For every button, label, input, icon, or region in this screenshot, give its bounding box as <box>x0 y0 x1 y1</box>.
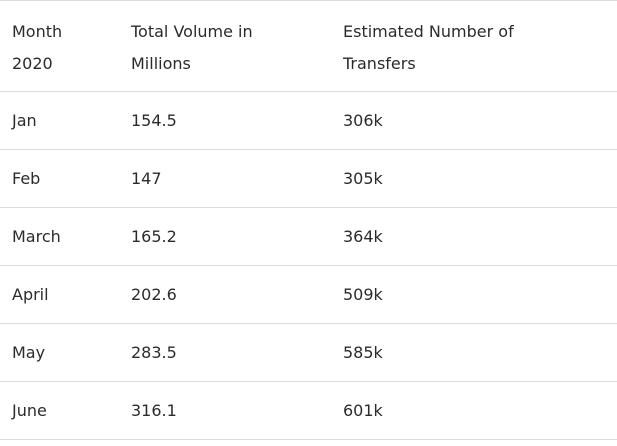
table-cell: 165.2 <box>131 227 177 246</box>
table-row: April 202.6 509k <box>0 266 617 324</box>
header-cell: Estimated Number of Transfers <box>343 22 514 73</box>
table-row: March 165.2 364k <box>0 208 617 266</box>
table-cell: 202.6 <box>131 285 177 304</box>
table-cell: 509k <box>343 285 383 304</box>
table-cell: March <box>12 227 61 246</box>
table-cell: Feb <box>12 169 41 188</box>
table-cell: 585k <box>343 343 383 362</box>
table-cell: 601k <box>343 401 383 420</box>
table-cell: 364k <box>343 227 383 246</box>
table-cell: 147 <box>131 169 162 188</box>
table-row: June 316.1 601k <box>0 382 617 440</box>
header-cell: Month 2020 <box>12 22 63 73</box>
table-cell: June <box>12 401 47 420</box>
table-cell: May <box>12 343 46 362</box>
table-cell: Jan <box>12 111 37 130</box>
table-row: Jan 154.5 306k <box>0 92 617 150</box>
table-cell: April <box>12 285 49 304</box>
header-cell: Total Volume in Millions <box>131 22 253 73</box>
table-row: May 283.5 585k <box>0 324 617 382</box>
table-cell: 316.1 <box>131 401 177 420</box>
table-row: Feb 147 305k <box>0 150 617 208</box>
table-cell: 154.5 <box>131 111 177 130</box>
table-cell: 306k <box>343 111 383 130</box>
header-row: Month 2020 Total Volume in Millions Estima… <box>0 0 617 92</box>
table-cell: 305k <box>343 169 383 188</box>
table-cell: 283.5 <box>131 343 177 362</box>
